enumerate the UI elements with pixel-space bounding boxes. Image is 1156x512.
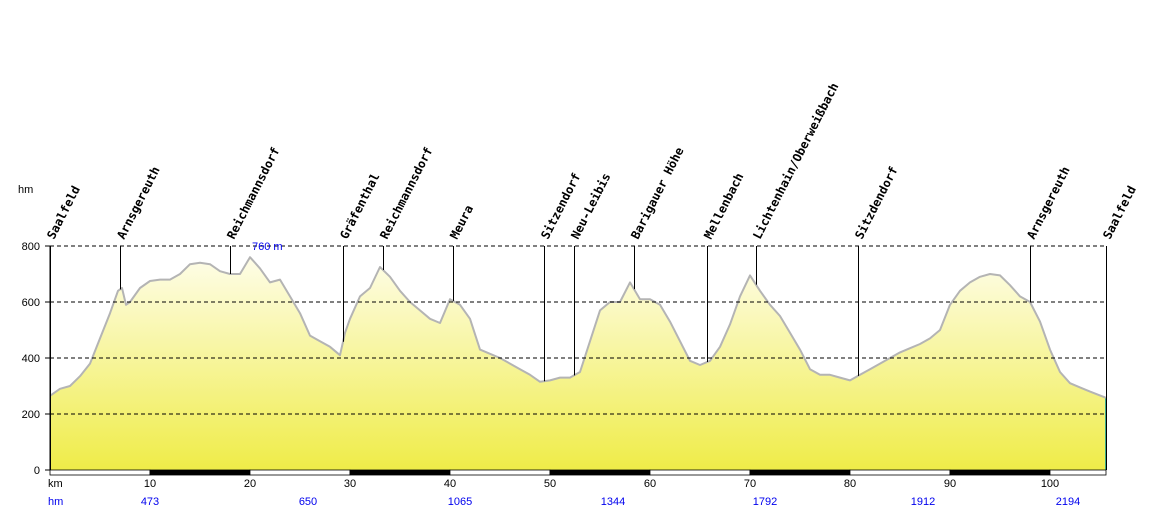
y-tick-label: 400 — [22, 353, 40, 365]
x-tick-label: 60 — [644, 478, 656, 490]
scale-bar-segment — [649, 469, 751, 476]
x-tick-label: 40 — [444, 478, 456, 490]
waypoint-label: Meura — [447, 203, 476, 242]
cumulative-ascent-label: 473 — [141, 496, 159, 508]
waypoint-label: Saalfeld — [1100, 184, 1139, 242]
x-tick-label: 80 — [844, 478, 856, 490]
waypoint-label: Saalfeld — [44, 184, 83, 242]
scale-bar-segment — [149, 469, 251, 476]
scale-bar-segment — [349, 469, 451, 476]
scale-bar-segment — [849, 469, 951, 476]
y-tick-label: 200 — [22, 409, 40, 421]
max-elevation-label: 760 m — [252, 241, 283, 253]
profile-line — [49, 256, 1107, 399]
cumulative-ascent-label: 1792 — [753, 496, 777, 508]
scale-bar-segment — [249, 469, 351, 476]
x-tick-label: 30 — [344, 478, 356, 490]
scale-bar-segment — [49, 469, 151, 476]
x-tick-label: 100 — [1041, 478, 1059, 490]
y-tick-label: 800 — [22, 241, 40, 253]
cumulative-ascent-label: 1344 — [601, 496, 625, 508]
scale-bar-segment — [749, 469, 851, 476]
x-tick-label: 10 — [144, 478, 156, 490]
waypoint-label: Arnsgereuth — [114, 164, 163, 241]
ascent-row-label: hm — [48, 496, 63, 508]
waypoint-label: Lichtenhain/Oberweißbach — [750, 81, 841, 242]
y-tick-label: 600 — [22, 297, 40, 309]
waypoint-label: Sitzdendorf — [852, 164, 901, 241]
cumulative-ascent-label: 1065 — [448, 496, 472, 508]
scale-bar-segment — [549, 469, 651, 476]
x-tick-label: 20 — [244, 478, 256, 490]
waypoint-label: Gräfenthal — [337, 171, 382, 242]
cumulative-ascent-label: 650 — [299, 496, 317, 508]
cumulative-ascent-label: 2194 — [1056, 496, 1080, 508]
y-tick-label: 0 — [34, 465, 40, 477]
x-tick-label: 70 — [744, 478, 756, 490]
waypoint-label: Mellenbach — [701, 171, 746, 242]
scale-bar-segment — [949, 469, 1051, 476]
scale-bar-segment — [1049, 469, 1107, 476]
x-axis-label: km — [48, 478, 63, 490]
waypoint-label: Barigauer Höhe — [628, 145, 686, 241]
waypoint-label: Reichmannsdorf — [377, 145, 435, 241]
waypoint-label: Reichmannsdorf — [224, 145, 282, 241]
y-axis-label: hm — [18, 184, 33, 196]
scale-bar-segment — [449, 469, 551, 476]
x-tick-label: 50 — [544, 478, 556, 490]
profile-area — [50, 257, 1106, 470]
waypoint-label: Arnsgereuth — [1024, 164, 1073, 241]
cumulative-ascent-label: 1912 — [911, 496, 935, 508]
x-tick-label: 90 — [944, 478, 956, 490]
